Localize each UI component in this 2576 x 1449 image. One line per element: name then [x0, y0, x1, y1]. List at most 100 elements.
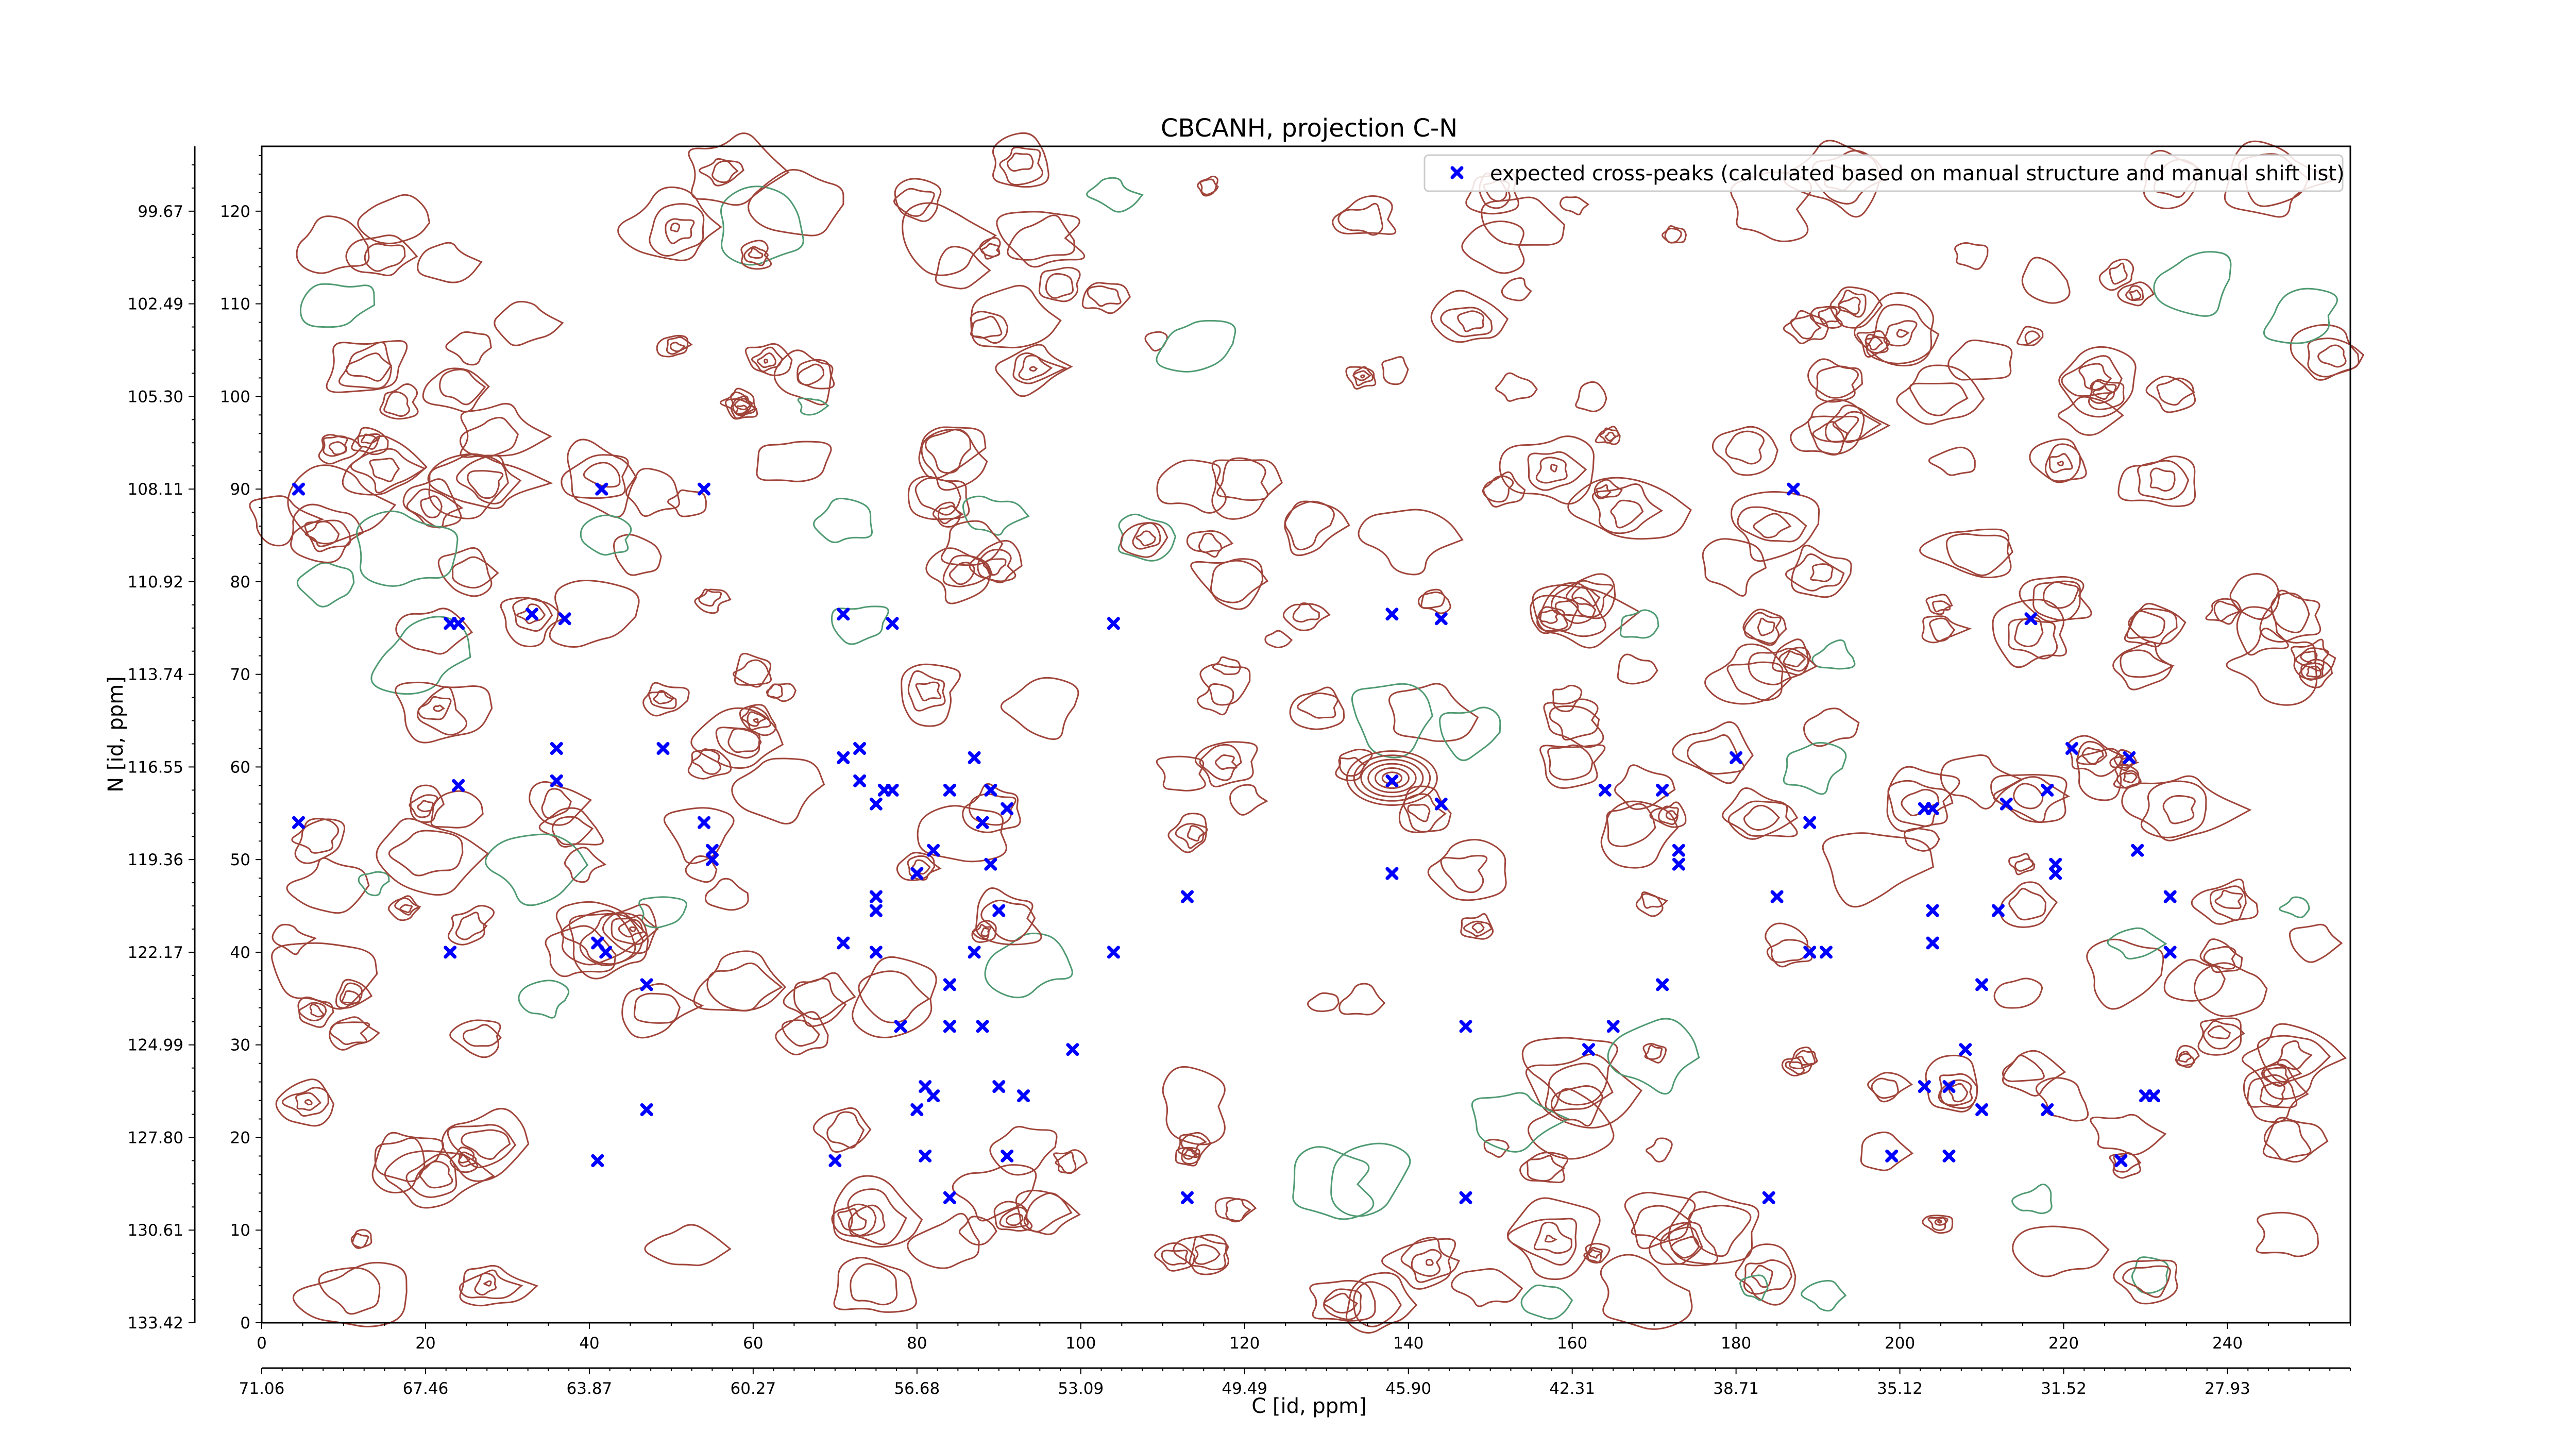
contour-line [2163, 958, 2226, 1002]
contour-line [387, 895, 421, 921]
contour-line [1554, 597, 1597, 624]
cross-peak-marker [976, 816, 989, 829]
contour-line [1225, 1198, 1251, 1223]
contour-line [756, 352, 777, 368]
contour-line [2128, 602, 2187, 645]
contour-line [1045, 273, 1074, 299]
contour-line [1439, 706, 1501, 761]
cross-peak-marker [526, 608, 539, 621]
contour-line [2291, 638, 2336, 680]
contour-line [942, 554, 993, 587]
y-tick-label: 20 [230, 1128, 250, 1147]
cross-peak-marker [1787, 482, 1800, 496]
contour-line [783, 978, 847, 1027]
y-ppm-tick-label: 133.42 [128, 1314, 183, 1333]
contour-line [1543, 698, 1604, 748]
contour-line [1471, 922, 1485, 934]
cross-peak-marker [1385, 774, 1399, 787]
contour-line [999, 1206, 1029, 1228]
contour-line [1552, 684, 1583, 713]
contour-line [512, 597, 553, 632]
contour-line [2048, 453, 2073, 474]
contour-line [1284, 500, 1335, 551]
contour-line [384, 1150, 495, 1209]
contour-line [1919, 528, 2012, 579]
contour-line [318, 1267, 381, 1315]
x-tick-label: 40 [579, 1334, 599, 1353]
y-tick-label: 70 [230, 666, 250, 684]
contour-line [935, 246, 991, 290]
contour-line [1086, 177, 1144, 213]
contour-line [356, 510, 459, 587]
contour-line [2013, 783, 2044, 810]
contour-line [1838, 296, 1861, 315]
contour-line [1055, 1152, 1077, 1174]
x-tick-label: 180 [1721, 1334, 1751, 1353]
contour-line [1381, 356, 1409, 385]
contour-line [1945, 533, 2013, 576]
contour-line [309, 1003, 324, 1018]
x-tick-label: 80 [907, 1334, 927, 1353]
cross-peak-marker [558, 612, 571, 626]
contour-line [1619, 609, 1659, 639]
legend-marker-x [1450, 166, 1464, 179]
cross-peak-marker [869, 890, 883, 903]
contour-line [304, 1099, 313, 1106]
contour-line [698, 588, 722, 607]
contour-line [1883, 320, 1918, 347]
contour-line [602, 903, 657, 954]
cross-peak-marker [2163, 890, 2177, 903]
cross-peak-marker [968, 751, 981, 764]
contour-line [2125, 285, 2144, 301]
cross-peak-marker [1672, 857, 1685, 871]
contour-line [1856, 330, 1891, 358]
contour-line [653, 690, 674, 705]
cross-peak-marker [640, 1103, 653, 1116]
contour-line [296, 215, 370, 274]
contour-line [1527, 451, 1587, 491]
contour-line [989, 1126, 1058, 1176]
contour-line [541, 788, 572, 819]
contour-line [1993, 978, 2043, 1009]
contour-line [1351, 683, 1434, 759]
contour-line [1550, 573, 1616, 619]
contour-line [341, 990, 361, 1004]
x-ppm-tick-label: 53.09 [1058, 1379, 1104, 1398]
contour-line [2057, 461, 2064, 466]
contour-line [516, 603, 546, 625]
contour-line [1289, 686, 1345, 730]
contour-line [1507, 1218, 1578, 1266]
contour-line [781, 1019, 820, 1047]
contour-line [694, 588, 732, 614]
contour-line [1471, 1092, 1570, 1153]
contour-line [2197, 1017, 2242, 1056]
contour-line [1610, 499, 1644, 529]
contour-line [2156, 377, 2195, 406]
contour-line [1499, 435, 1595, 505]
contour-line [1606, 803, 1656, 847]
contour-line [907, 670, 946, 712]
cross-peak-marker [1975, 978, 1989, 991]
cross-peak-marker [698, 482, 710, 496]
contour-line [962, 783, 1021, 833]
cross-peak-marker [452, 617, 465, 630]
contour-line [914, 477, 962, 516]
contour-line [1783, 742, 1847, 795]
contour-line [1156, 459, 1227, 514]
contour-line [1748, 648, 1818, 686]
contour-line [1922, 1215, 1954, 1234]
x-ppm-tick-label: 71.06 [239, 1379, 285, 1398]
contour-line [995, 344, 1073, 397]
contour-line [1360, 374, 1365, 379]
y-ppm-tick-label: 127.80 [128, 1128, 183, 1147]
contour-line [1739, 1274, 1769, 1301]
contour-line [379, 383, 419, 420]
contour-line [993, 1201, 1033, 1232]
contour-line [833, 1175, 923, 1248]
contour-line [1726, 661, 1784, 701]
legend[interactable]: expected cross-peaks (calculated based o… [1423, 154, 2345, 192]
contour-line [1810, 563, 1834, 582]
contour-line [1199, 178, 1219, 195]
contour-line [731, 757, 825, 824]
contour-line [394, 897, 422, 916]
